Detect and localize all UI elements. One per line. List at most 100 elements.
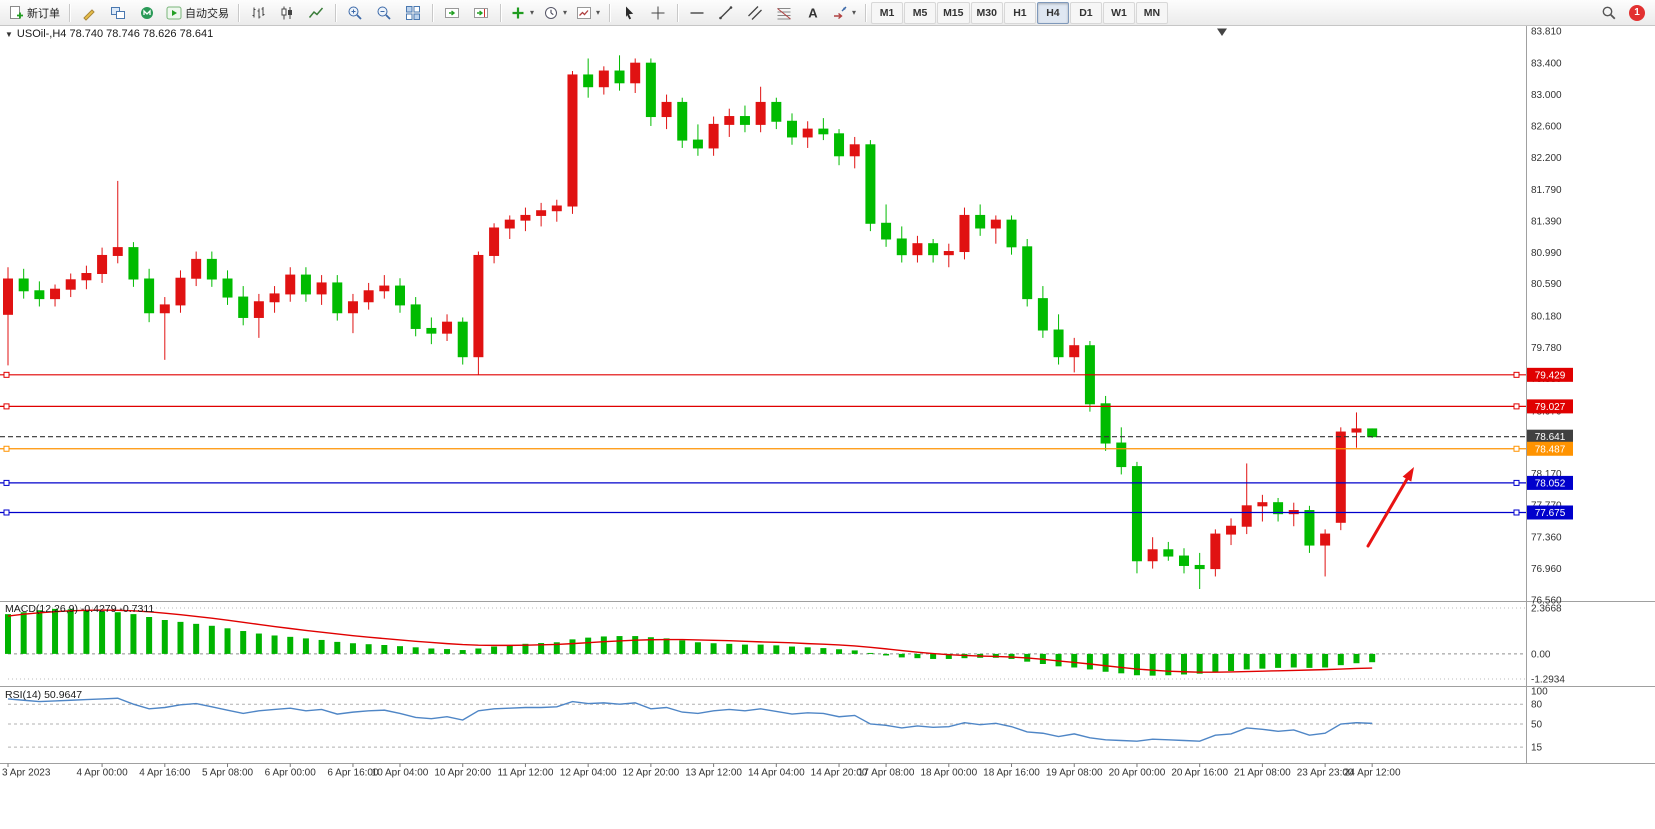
add-indicator-button[interactable]: ▾ (506, 1, 538, 25)
line-chart-button[interactable] (302, 1, 330, 25)
auto-trading-button[interactable]: 自动交易 (162, 1, 233, 25)
toolbar-separator (335, 3, 336, 22)
notification-badge[interactable]: 1 (1629, 4, 1645, 21)
text-button[interactable]: A (799, 1, 827, 25)
candle (395, 285, 405, 306)
candle (739, 116, 750, 125)
market-watch-button[interactable] (104, 1, 132, 25)
toolbar-separator (238, 3, 239, 22)
price-axis-label: 80.590 (1531, 279, 1562, 290)
trendline-icon (719, 5, 733, 19)
candle (253, 301, 264, 318)
candle (1147, 549, 1158, 562)
time-axis-label: 18 Apr 00:00 (920, 768, 977, 779)
candle (787, 120, 797, 138)
pivot-line-handle[interactable] (1513, 445, 1520, 452)
candlestick-chart-button[interactable] (273, 1, 301, 25)
timeframe-w1[interactable]: W1 (1102, 1, 1135, 24)
toolbar-separator (609, 3, 611, 22)
resistance-line-2-handle[interactable] (1513, 403, 1520, 410)
metaeditor-icon (83, 8, 95, 21)
support-line-2-tag-label: 77.675 (1535, 508, 1566, 519)
candle (1069, 345, 1080, 358)
timeframe-m15[interactable]: M15 (937, 1, 970, 24)
chart-canvas[interactable]: 83.810 83.400 83.000 82.600 82.200 81.790 81.3… (0, 26, 1655, 785)
candle (410, 304, 421, 329)
bar-chart-button[interactable] (244, 1, 272, 25)
resistance-line-1-tag-label: 79.429 (1535, 370, 1566, 381)
horizontal-line-button[interactable] (683, 1, 711, 25)
trendline-button[interactable] (712, 1, 740, 25)
crosshair-button[interactable] (644, 1, 672, 25)
resistance-line-2-tag-label: 79.027 (1535, 402, 1566, 413)
tile-windows-button[interactable] (399, 1, 427, 25)
zoom-in-button[interactable] (341, 1, 369, 25)
candle (755, 101, 766, 125)
support-line-1-handle[interactable] (3, 479, 10, 486)
candle (1037, 298, 1048, 331)
candle (316, 282, 327, 295)
price-axis: 83.810 83.400 83.000 82.600 82.200 81.790 81.3… (1531, 27, 1562, 607)
candle (818, 128, 829, 135)
price-axis-label: 80.180 (1531, 311, 1562, 322)
resistance-line-1-handle[interactable] (1513, 371, 1520, 378)
price-axis-label: 77.360 (1531, 533, 1562, 544)
chart-shift-button[interactable] (467, 1, 495, 25)
timeframe-h4[interactable]: H4 (1036, 1, 1069, 24)
candle (144, 278, 155, 314)
resistance-line-2-handle[interactable] (3, 403, 10, 410)
toolbar-separator (69, 3, 70, 22)
equidistant-channel-button[interactable] (741, 1, 769, 25)
zoom-out-button[interactable] (370, 1, 398, 25)
support-line-2-handle[interactable] (1513, 509, 1520, 516)
candle (18, 278, 29, 292)
timeframe-m30[interactable]: M30 (970, 1, 1003, 24)
time-axis-label: 13 Apr 12:00 (685, 768, 742, 779)
time-axis-label: 11 Apr 12:00 (497, 768, 553, 779)
timeframe-h1[interactable]: H1 (1003, 1, 1036, 24)
auto-scroll-button[interactable] (438, 1, 466, 25)
candle (1210, 533, 1221, 570)
candle (1116, 442, 1127, 468)
cursor-button[interactable] (615, 1, 643, 25)
support-line-2-handle[interactable] (3, 509, 10, 516)
pivot-line-handle[interactable] (3, 445, 10, 452)
candle (630, 62, 641, 84)
toolbar-separator (677, 3, 679, 22)
chart-shift-marker[interactable] (1217, 28, 1227, 37)
add-indicator-icon (512, 7, 524, 18)
support-line-1-handle[interactable] (1513, 479, 1520, 486)
periods-button[interactable]: ▾ (539, 1, 571, 25)
candle (1022, 246, 1033, 300)
time-axis-label: 24 Apr 12:00 (1344, 768, 1401, 779)
symbol-ohlc-title: USOil-,H4 78.740 78.746 78.626 78.641 (16, 28, 214, 40)
metaeditor-button[interactable] (75, 1, 103, 25)
macd-axis-label: 0.00 (1531, 649, 1551, 660)
community-button[interactable] (133, 1, 161, 25)
timeframe-m5[interactable]: M5 (904, 1, 937, 24)
trend-arrow-annotation[interactable] (1366, 467, 1414, 548)
templates-button[interactable]: ▾ (572, 1, 604, 25)
arrows-button[interactable]: ▾ (828, 1, 860, 25)
fibonacci-button[interactable] (770, 1, 798, 25)
candle (457, 321, 468, 358)
crosshair-icon (651, 6, 665, 19)
timeframe-mn[interactable]: MN (1135, 1, 1168, 24)
chart-menu-arrow[interactable]: ▼ (5, 30, 13, 39)
dropdown-caret-icon: ▾ (852, 8, 857, 17)
candle (912, 243, 923, 256)
cursor-icon (626, 6, 634, 19)
new-order-button[interactable]: 新订单 (4, 1, 64, 25)
timeframe-m1[interactable]: M1 (871, 1, 904, 24)
candle (1226, 525, 1237, 535)
search-button[interactable] (1595, 1, 1623, 25)
timeframe-d1[interactable]: D1 (1069, 1, 1102, 24)
candle (1131, 466, 1142, 562)
candle (191, 258, 202, 279)
resistance-line-1-handle[interactable] (3, 371, 10, 378)
dropdown-caret-icon: ▾ (563, 8, 568, 17)
candle (159, 304, 170, 314)
time-axis-label: 6 Apr 16:00 (327, 768, 379, 779)
candle (708, 123, 719, 149)
toolbar-separator (865, 3, 867, 22)
